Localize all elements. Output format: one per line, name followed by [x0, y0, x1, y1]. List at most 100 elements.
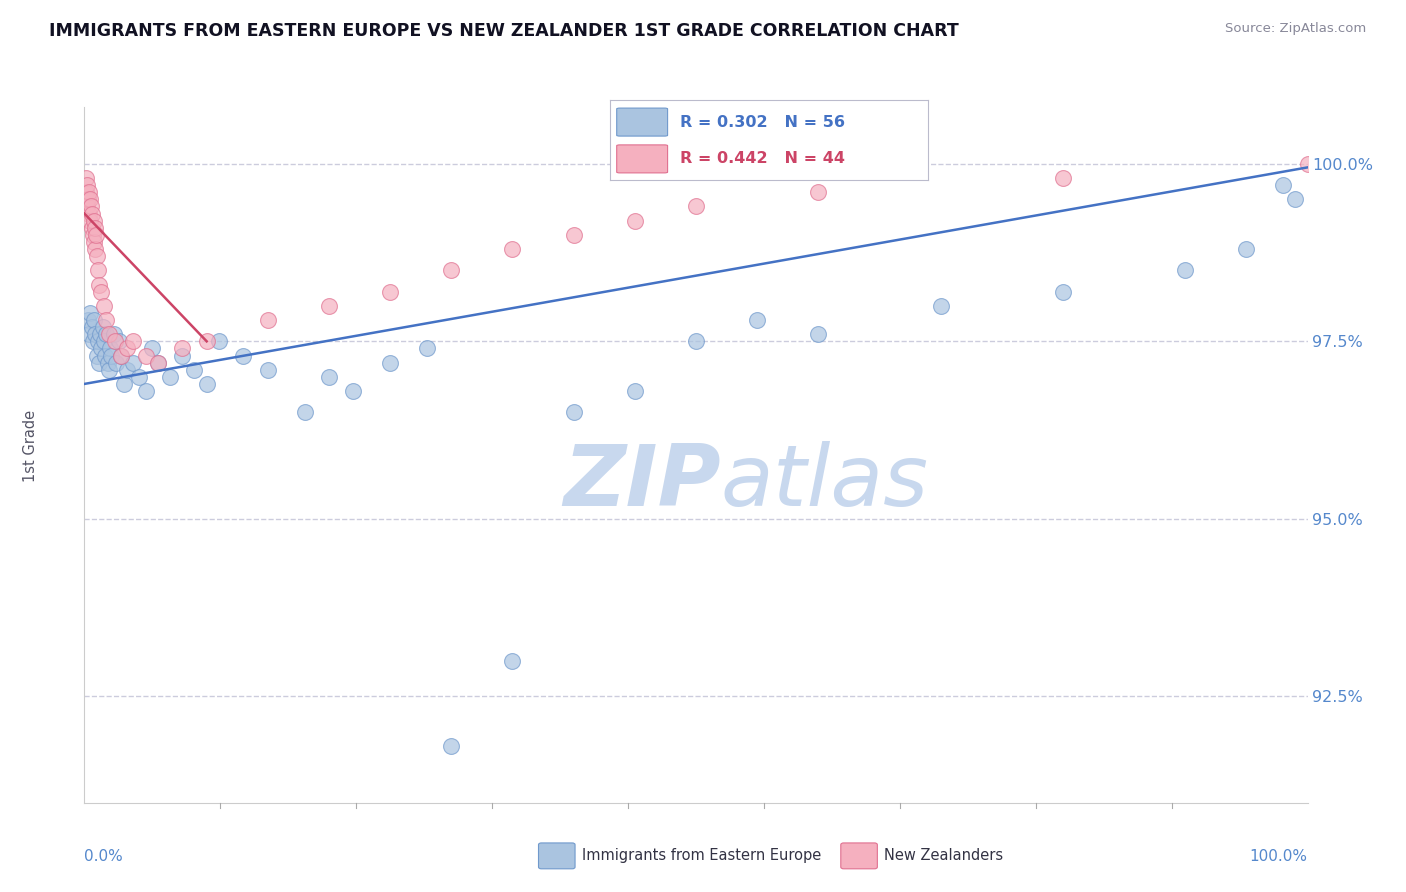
Point	[416, 342, 439, 356]
Point	[122, 356, 145, 370]
Point	[110, 349, 132, 363]
Point	[77, 327, 100, 342]
Point	[79, 192, 101, 206]
Point	[172, 342, 194, 356]
Point	[380, 285, 402, 299]
Point	[135, 384, 157, 398]
Point	[80, 220, 103, 235]
Point	[112, 376, 135, 391]
Point	[96, 313, 118, 327]
Point	[1284, 192, 1306, 206]
Point	[195, 334, 218, 349]
Point	[77, 186, 100, 200]
Point	[84, 327, 107, 342]
Point	[79, 306, 101, 320]
Point	[318, 299, 340, 313]
Point	[97, 356, 120, 370]
Point	[122, 334, 145, 349]
Point	[87, 263, 110, 277]
Point	[94, 349, 117, 363]
Point	[83, 235, 105, 249]
Text: R = 0.302   N = 56: R = 0.302 N = 56	[681, 114, 845, 129]
Point	[83, 313, 105, 327]
Point	[128, 369, 150, 384]
Point	[685, 199, 707, 213]
Point	[96, 327, 118, 342]
Point	[141, 342, 163, 356]
Point	[76, 199, 98, 213]
Point	[93, 299, 115, 313]
Point	[77, 192, 100, 206]
Point	[624, 384, 647, 398]
Point	[501, 242, 523, 256]
Point	[98, 342, 121, 356]
Point	[77, 206, 100, 220]
Point	[208, 334, 231, 349]
Text: ZIP: ZIP	[562, 442, 720, 524]
Point	[90, 342, 112, 356]
Point	[97, 362, 120, 376]
Point	[93, 334, 115, 349]
Point	[103, 327, 125, 342]
Point	[87, 356, 110, 370]
Point	[82, 334, 104, 349]
Point	[747, 313, 769, 327]
Point	[84, 242, 107, 256]
Point	[90, 285, 112, 299]
Point	[1174, 263, 1197, 277]
Point	[501, 654, 523, 668]
Point	[87, 334, 110, 349]
Point	[80, 199, 103, 213]
Point	[146, 356, 169, 370]
Point	[562, 227, 585, 242]
Point	[624, 213, 647, 227]
Point	[76, 178, 98, 193]
Point	[115, 362, 138, 376]
Point	[80, 320, 103, 334]
Text: Immigrants from Eastern Europe: Immigrants from Eastern Europe	[582, 848, 821, 863]
Point	[172, 349, 194, 363]
Point	[104, 334, 127, 349]
Point	[440, 739, 463, 753]
Text: IMMIGRANTS FROM EASTERN EUROPE VS NEW ZEALANDER 1ST GRADE CORRELATION CHART: IMMIGRANTS FROM EASTERN EUROPE VS NEW ZE…	[49, 22, 959, 40]
Point	[97, 327, 120, 342]
Point	[342, 384, 364, 398]
Point	[807, 186, 830, 200]
Text: 0.0%: 0.0%	[84, 849, 124, 864]
Point	[89, 327, 111, 342]
Text: 100.0%: 100.0%	[1250, 849, 1308, 864]
Point	[84, 227, 107, 242]
Point	[105, 356, 128, 370]
Point	[77, 313, 100, 327]
Point	[75, 171, 97, 186]
Point	[232, 349, 254, 363]
Point	[86, 249, 108, 263]
Point	[1052, 285, 1074, 299]
Text: New Zealanders: New Zealanders	[884, 848, 1004, 863]
Point	[1272, 178, 1295, 193]
Point	[562, 405, 585, 419]
Point	[294, 405, 316, 419]
Text: Source: ZipAtlas.com: Source: ZipAtlas.com	[1226, 22, 1367, 36]
Point	[318, 369, 340, 384]
FancyBboxPatch shape	[617, 145, 668, 173]
Point	[257, 362, 280, 376]
Point	[82, 227, 104, 242]
Point	[1296, 157, 1319, 171]
Point	[257, 313, 280, 327]
Text: atlas: atlas	[720, 442, 928, 524]
Point	[107, 334, 129, 349]
FancyBboxPatch shape	[617, 108, 668, 136]
Point	[380, 356, 402, 370]
Point	[86, 349, 108, 363]
Point	[91, 320, 114, 334]
Point	[115, 342, 138, 356]
Point	[807, 327, 830, 342]
Point	[110, 349, 132, 363]
Point	[100, 349, 122, 363]
Point	[87, 277, 110, 292]
Point	[135, 349, 157, 363]
Point	[159, 369, 181, 384]
Point	[146, 356, 169, 370]
Point	[1052, 171, 1074, 186]
